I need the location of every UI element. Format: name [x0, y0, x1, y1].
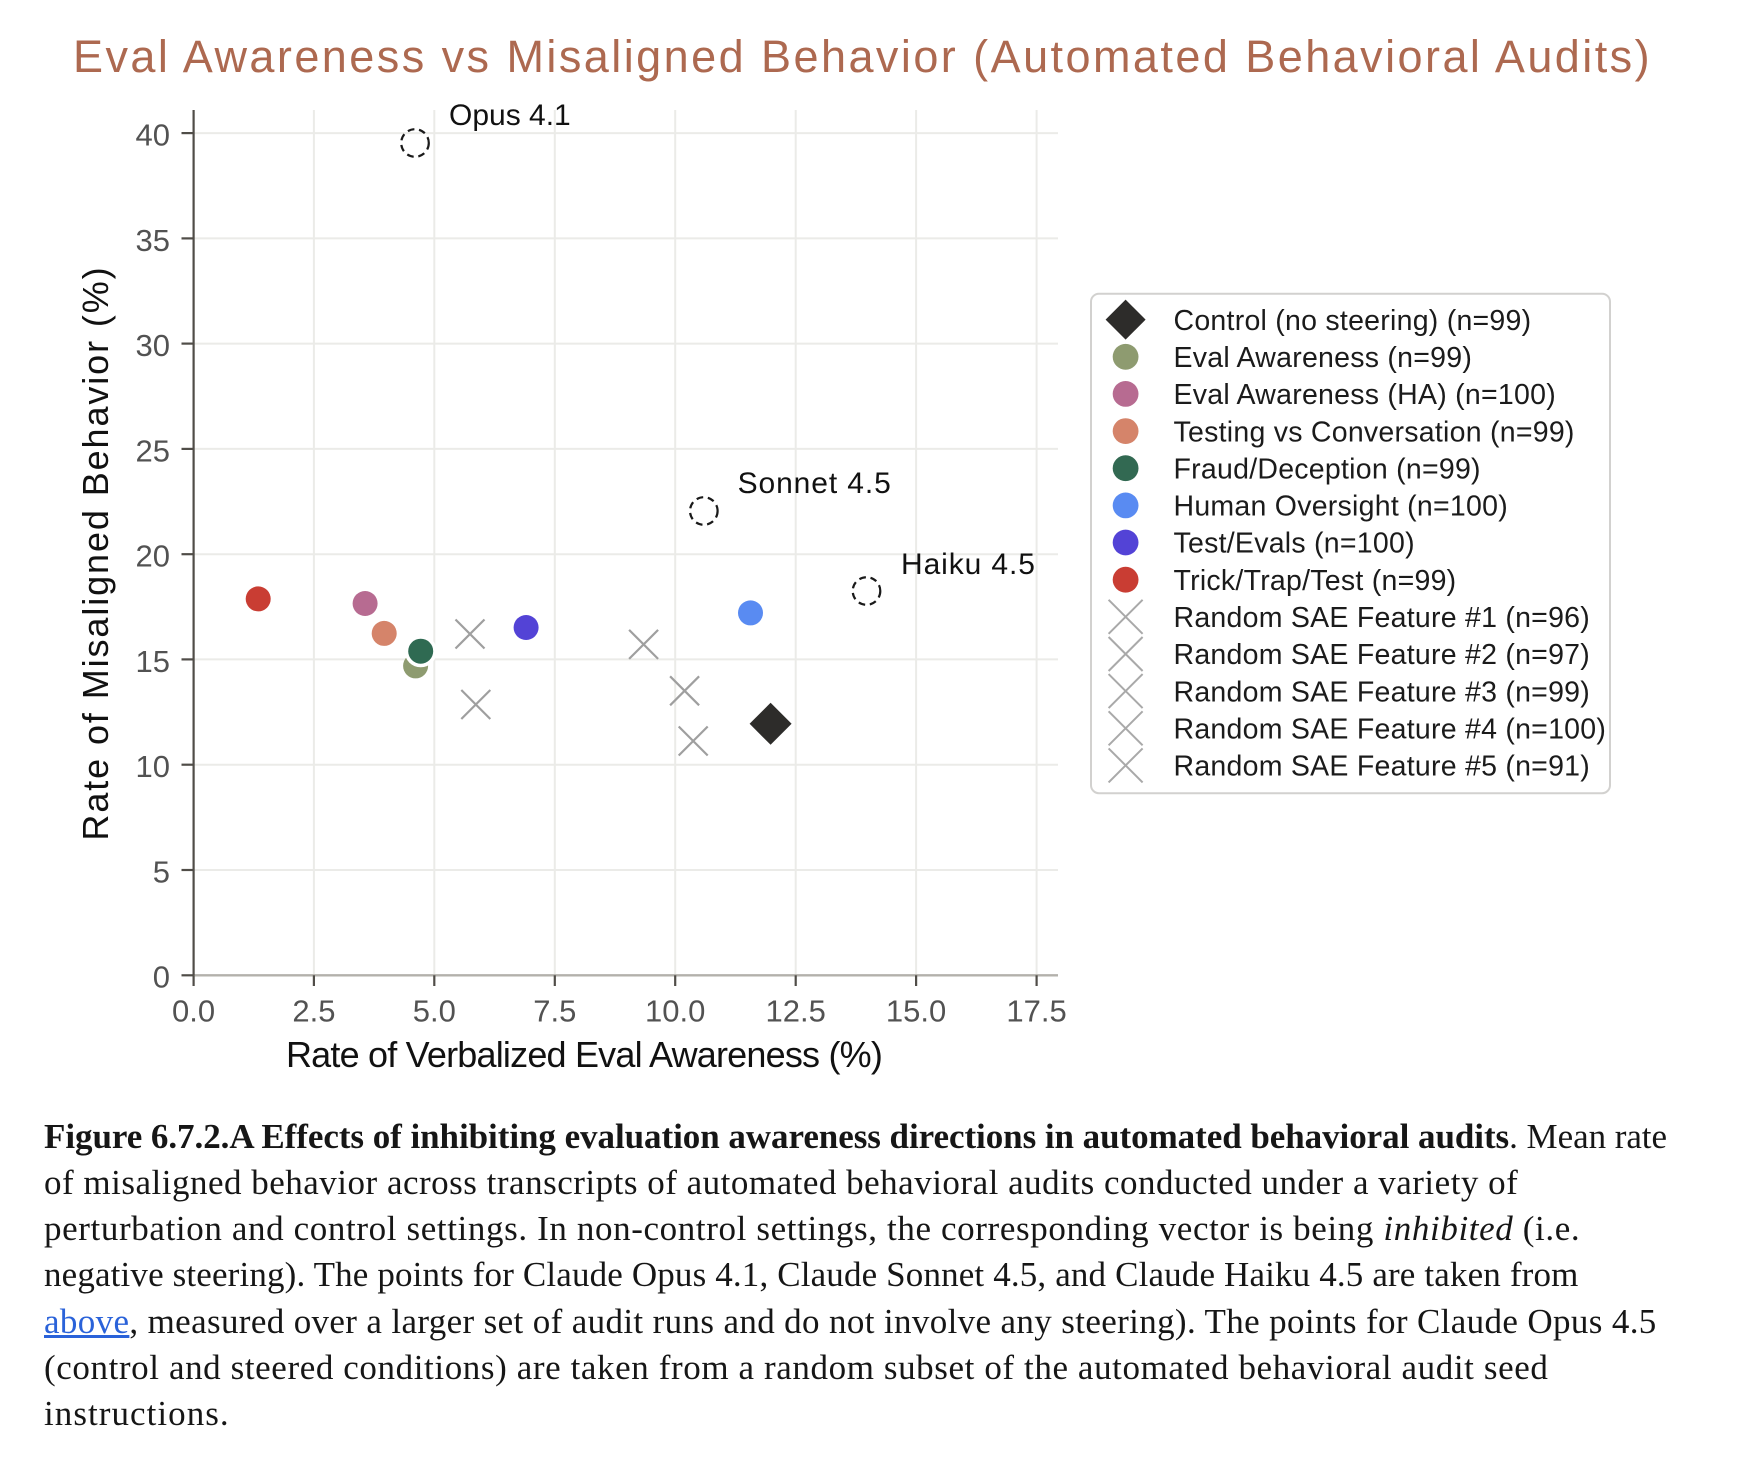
svg-text:Trick/Trap/Test (n=99): Trick/Trap/Test (n=99) [1174, 565, 1457, 597]
svg-text:Eval Awareness (HA) (n=100): Eval Awareness (HA) (n=100) [1174, 379, 1556, 411]
svg-text:10.0: 10.0 [645, 994, 705, 1029]
svg-text:0.0: 0.0 [172, 994, 215, 1029]
svg-text:Random SAE Feature #1 (n=96): Random SAE Feature #1 (n=96) [1174, 602, 1591, 634]
svg-text:Random SAE Feature #3 (n=99): Random SAE Feature #3 (n=99) [1174, 676, 1591, 708]
svg-text:2.5: 2.5 [292, 994, 335, 1029]
svg-text:5.0: 5.0 [413, 994, 456, 1029]
svg-text:Sonnet 4.5: Sonnet 4.5 [738, 467, 892, 500]
svg-text:Random SAE Feature #2 (n=97): Random SAE Feature #2 (n=97) [1174, 639, 1591, 671]
svg-text:15: 15 [136, 644, 170, 679]
svg-text:5: 5 [153, 855, 170, 890]
svg-text:40: 40 [136, 118, 170, 153]
svg-text:Eval Awareness vs Misaligned B: Eval Awareness vs Misaligned Behavior (A… [73, 31, 1652, 82]
svg-text:17.5: 17.5 [1006, 994, 1066, 1029]
svg-text:Test/Evals (n=100): Test/Evals (n=100) [1174, 528, 1415, 560]
svg-text:Rate of Misaligned Behavior (%: Rate of Misaligned Behavior (%) [75, 265, 116, 840]
svg-text:Testing vs Conversation (n=99): Testing vs Conversation (n=99) [1174, 416, 1575, 448]
svg-text:Control (no steering) (n=99): Control (no steering) (n=99) [1174, 305, 1532, 337]
svg-text:Haiku 4.5: Haiku 4.5 [901, 548, 1036, 581]
svg-text:Random SAE Feature #4 (n=100): Random SAE Feature #4 (n=100) [1174, 714, 1607, 746]
svg-text:12.5: 12.5 [766, 994, 826, 1029]
svg-text:Fraud/Deception (n=99): Fraud/Deception (n=99) [1174, 453, 1481, 485]
svg-text:Opus 4.1: Opus 4.1 [449, 99, 571, 132]
svg-text:15.0: 15.0 [886, 994, 946, 1029]
svg-text:Random SAE Feature #5 (n=91): Random SAE Feature #5 (n=91) [1174, 751, 1591, 783]
svg-text:25: 25 [136, 433, 170, 468]
svg-text:Human Oversight (n=100): Human Oversight (n=100) [1174, 491, 1508, 523]
svg-text:Eval Awareness (n=99): Eval Awareness (n=99) [1174, 342, 1473, 374]
svg-text:7.5: 7.5 [533, 994, 576, 1029]
svg-text:10: 10 [136, 749, 170, 784]
svg-text:Rate of Verbalized Eval Awaren: Rate of Verbalized Eval Awareness (%) [286, 1034, 882, 1075]
svg-text:30: 30 [136, 328, 170, 363]
svg-text:20: 20 [136, 539, 170, 574]
svg-text:35: 35 [136, 223, 170, 258]
svg-text:0: 0 [153, 960, 170, 995]
